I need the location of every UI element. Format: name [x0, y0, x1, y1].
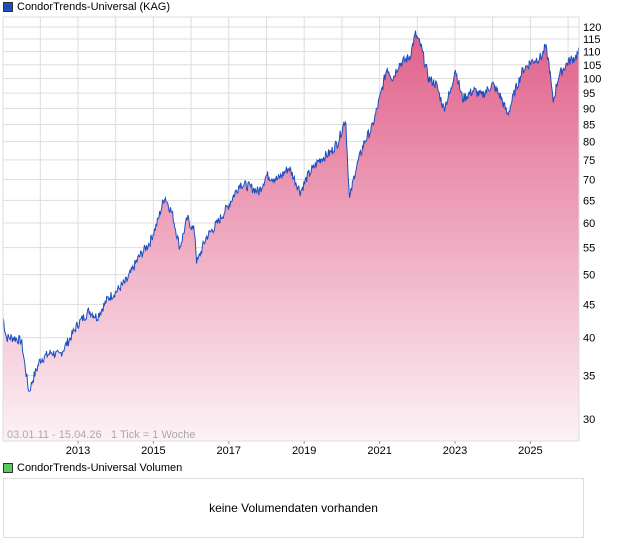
y-axis: 30 35 40 45 50 55 60 65 70 75 80 85 90 95 100 105110115…: [583, 22, 601, 426]
volume-legend-swatch: [3, 463, 13, 473]
volume-panel: keine Volumendaten vorhanden: [3, 478, 584, 538]
x-tick-label: 2019: [292, 445, 316, 457]
y-tick-label: 85: [583, 120, 595, 132]
y-tick-label: 95: [583, 88, 595, 100]
y-tick-label: 105: [583, 60, 601, 72]
y-tick-label: 90: [583, 103, 595, 115]
y-tick-label: 30: [583, 414, 595, 426]
y-tick-label: 65: [583, 195, 595, 207]
x-tick-label: 2013: [66, 445, 90, 457]
price-line: [2, 30, 580, 392]
y-tick-label: 110: [583, 47, 601, 59]
price-legend-label: CondorTrends-Universal (KAG): [17, 1, 171, 13]
price-area: [3, 30, 579, 441]
price-legend-swatch: [3, 2, 13, 12]
y-tick-label: 75: [583, 155, 595, 167]
y-tick-label: 115: [583, 34, 601, 46]
y-tick-label: 50: [583, 270, 595, 282]
x-axis: 2013 2015 2017 2019 2021 2023 2025: [66, 441, 543, 457]
x-tick-label: 2015: [141, 445, 165, 457]
x-tick-label: 2021: [367, 445, 391, 457]
price-legend: CondorTrends-Universal (KAG): [3, 1, 170, 13]
y-tick-label: 40: [583, 333, 595, 345]
y-tick-label: 120: [583, 22, 601, 34]
x-tick-label: 2023: [443, 445, 467, 457]
no-volume-message: keine Volumendaten vorhanden: [209, 501, 378, 515]
x-tick-label: 2025: [518, 445, 542, 457]
y-tick-label: 45: [583, 299, 595, 311]
date-range: 03.01.11 - 15.04.26: [7, 429, 102, 441]
y-tick-label: 70: [583, 174, 595, 186]
tick-info: 1 Tick = 1 Woche: [111, 429, 195, 441]
volume-legend: CondorTrends-Universal Volumen: [3, 462, 182, 474]
price-chart: 30 35 40 45 50 55 60 65 70 75 80 85 90 95 100 105110115…: [2, 16, 601, 457]
volume-legend-label: CondorTrends-Universal Volumen: [17, 462, 183, 474]
x-tick-label: 2017: [217, 445, 241, 457]
y-tick-label: 80: [583, 137, 595, 149]
plot-border: [2, 16, 580, 442]
y-tick-label: 35: [583, 370, 595, 382]
y-tick-label: 55: [583, 243, 595, 255]
y-tick-label: 60: [583, 218, 595, 230]
y-tick-label: 100: [583, 74, 601, 86]
